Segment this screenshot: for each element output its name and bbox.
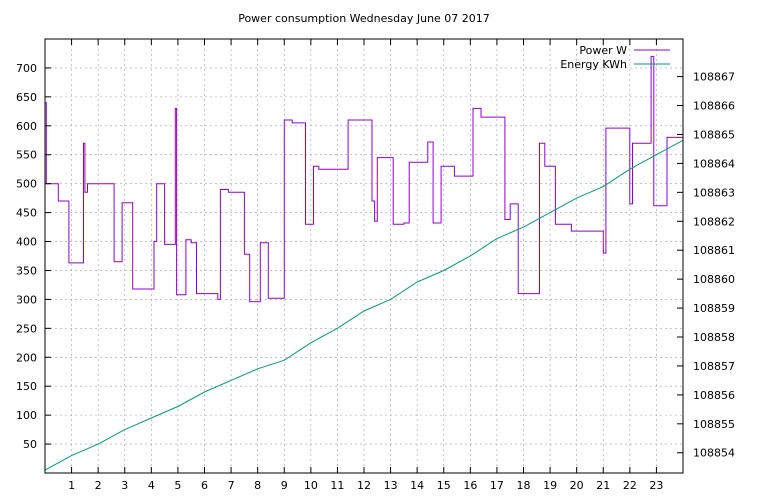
y2-tick-label: 108863	[693, 186, 735, 199]
x-tick-label: 15	[437, 479, 451, 492]
x-tick-label: 7	[228, 479, 235, 492]
x-tick-label: 8	[254, 479, 261, 492]
y2-tick-label: 108858	[693, 331, 735, 344]
y2-tick-label: 108861	[693, 244, 735, 257]
x-tick-label: 13	[384, 479, 398, 492]
x-tick-label: 2	[95, 479, 102, 492]
y-tick-label: 300	[16, 293, 37, 306]
y-tick-label: 250	[16, 322, 37, 335]
y-tick-label: 450	[16, 207, 37, 220]
legend-label: Power W	[579, 44, 627, 57]
y2-tick-label: 108865	[693, 128, 735, 141]
x-tick-label: 18	[517, 479, 531, 492]
y-tick-label: 150	[16, 380, 37, 393]
y-tick-label: 500	[16, 178, 37, 191]
x-tick-label: 9	[281, 479, 288, 492]
y2-tick-label: 108867	[693, 71, 735, 84]
x-tick-label: 20	[570, 479, 584, 492]
y2-tick-label: 108857	[693, 360, 735, 373]
x-tick-label: 6	[201, 479, 208, 492]
y2-tick-label: 108859	[693, 302, 735, 315]
legend-label: Energy KWh	[560, 58, 627, 71]
grid	[45, 39, 683, 473]
x-tick-label: 17	[490, 479, 504, 492]
x-tick-label: 16	[463, 479, 477, 492]
y2-tick-label: 108856	[693, 389, 735, 402]
y-tick-label: 700	[16, 62, 37, 75]
x-tick-label: 23	[649, 479, 663, 492]
x-tick-label: 22	[623, 479, 637, 492]
x-tick-label: 5	[174, 479, 181, 492]
y2-tick-label: 108864	[693, 157, 735, 170]
axis-layer: 1 2 3 4 5 6 7 8 9 10 11 12 13 14 15 16 17 18 19 20 21 22 23501…	[16, 39, 735, 492]
x-tick-label: 3	[121, 479, 128, 492]
y2-tick-label: 108855	[693, 418, 735, 431]
y-tick-label: 400	[16, 236, 37, 249]
y-tick-label: 350	[16, 264, 37, 277]
y-tick-label: 200	[16, 351, 37, 364]
y-tick-label: 600	[16, 120, 37, 133]
x-tick-label: 11	[330, 479, 344, 492]
series-layer	[44, 55, 684, 471]
x-tick-label: 4	[148, 479, 155, 492]
y2-tick-label: 108860	[693, 273, 735, 286]
series-line-1	[44, 139, 684, 471]
x-tick-label: 1	[68, 479, 75, 492]
x-tick-label: 14	[410, 479, 424, 492]
y2-tick-label: 108866	[693, 100, 735, 113]
y-tick-label: 650	[16, 91, 37, 104]
y2-tick-label: 108862	[693, 215, 735, 228]
series-line-0	[45, 55, 683, 303]
y-tick-label: 50	[23, 438, 37, 451]
x-tick-label: 21	[596, 479, 610, 492]
chart-title: Power consumption Wednesday June 07 2017	[238, 12, 490, 25]
y-tick-label: 100	[16, 409, 37, 422]
x-tick-label: 12	[357, 479, 371, 492]
x-tick-label: 10	[304, 479, 318, 492]
y2-tick-label: 108854	[693, 447, 735, 460]
x-tick-label: 19	[543, 479, 557, 492]
y-tick-label: 550	[16, 149, 37, 162]
